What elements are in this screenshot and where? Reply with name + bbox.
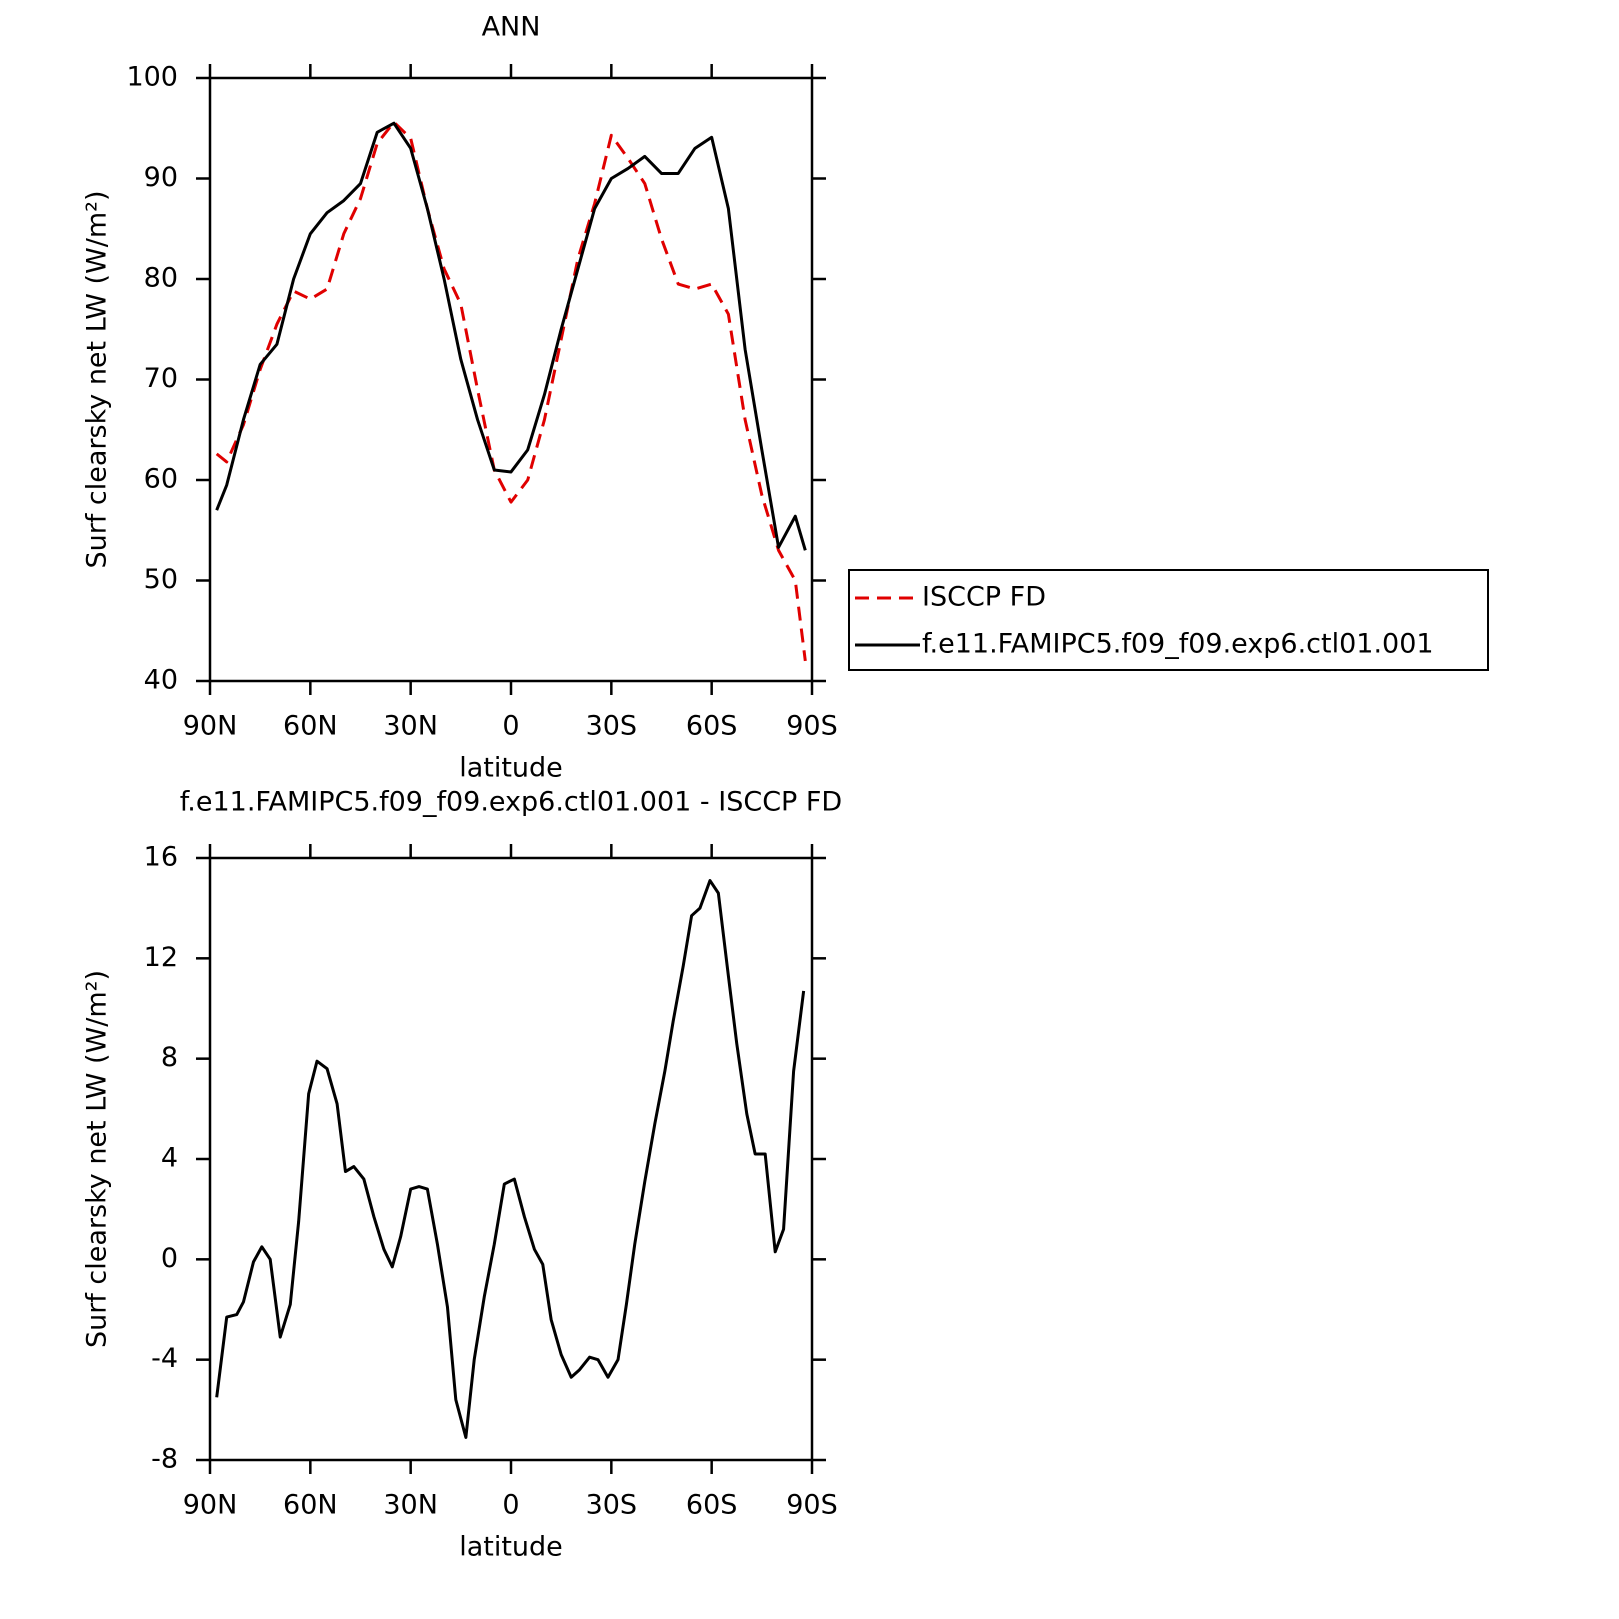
y-tick-label: 8 — [161, 1042, 178, 1073]
x-tick-label: 90N — [183, 1490, 238, 1521]
y-tick-label: 40 — [144, 665, 178, 696]
data-line — [215, 879, 806, 1439]
y-tick-label: -8 — [151, 1444, 178, 1475]
y-axis-label: Surf clearsky net LW (W/m²) — [82, 970, 113, 1348]
y-tick-label: 60 — [144, 464, 178, 495]
legend: ISCCP FD f.e11.FAMIPC5.f09_f09.exp6.ctl01… — [848, 569, 1489, 671]
y-tick-label: 100 — [126, 62, 178, 93]
x-tick-label: 60N — [283, 1490, 338, 1521]
x-tick-label: 30S — [586, 711, 638, 742]
legend-label: f.e11.FAMIPC5.f09_f09.exp6.ctl01.001 — [922, 629, 1434, 660]
y-axis-label: Surf clearsky net LW (W/m²) — [82, 190, 113, 568]
y-tick-label: 12 — [144, 942, 178, 973]
y-tick-label: -4 — [151, 1343, 178, 1374]
y-tick-label: 90 — [144, 162, 178, 193]
chart-title: ANN — [482, 12, 541, 43]
y-tick-label: 4 — [161, 1143, 178, 1174]
y-tick-label: 80 — [144, 263, 178, 294]
y-tick-label: 0 — [161, 1243, 178, 1274]
series-line — [215, 121, 807, 551]
x-tick-label: 60S — [686, 711, 738, 742]
x-tick-label: 30N — [383, 711, 438, 742]
plot-frame — [208, 76, 814, 683]
legend-label: ISCCP FD — [922, 582, 1046, 613]
y-tick-label: 50 — [144, 564, 178, 595]
plot-frame — [208, 856, 814, 1462]
y-tick-label: 70 — [144, 363, 178, 394]
x-tick-label: 90S — [786, 711, 838, 742]
x-tick-label: 0 — [502, 1490, 519, 1521]
x-tick-label: 30N — [383, 1490, 438, 1521]
x-tick-label: 60S — [686, 1490, 738, 1521]
series-line — [215, 120, 807, 662]
x-axis-label: latitude — [459, 753, 563, 784]
x-tick-label: 90N — [183, 711, 238, 742]
x-tick-label: 60N — [283, 711, 338, 742]
legend-box — [848, 569, 1489, 671]
x-axis-label: latitude — [459, 1532, 563, 1563]
y-tick-label: 16 — [144, 842, 178, 873]
x-tick-label: 90S — [786, 1490, 838, 1521]
x-tick-label: 0 — [502, 711, 519, 742]
chart-title: f.e11.FAMIPC5.f09_f09.exp6.ctl01.001 - I… — [180, 787, 842, 818]
x-tick-label: 30S — [586, 1490, 638, 1521]
